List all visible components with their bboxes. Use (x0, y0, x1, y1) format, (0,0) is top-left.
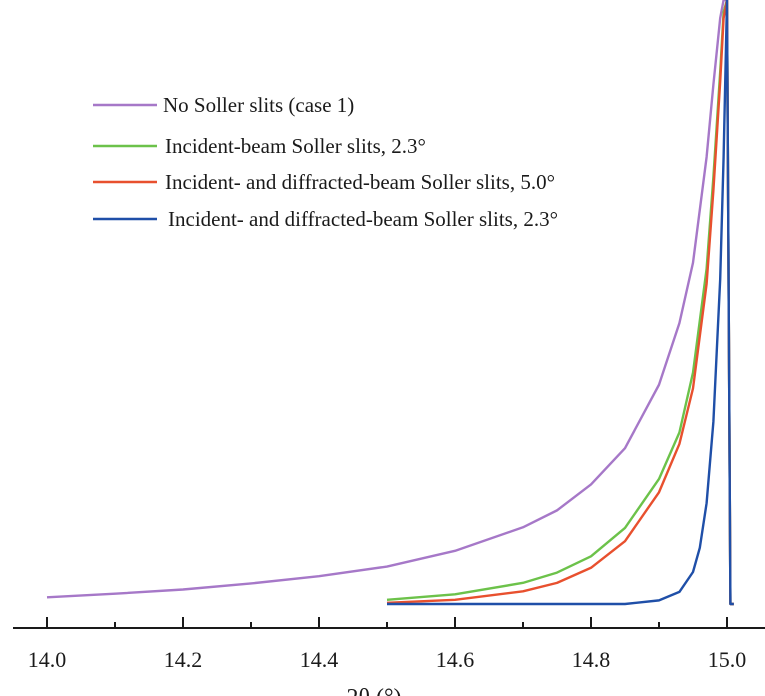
x-tick-label: 15.0 (708, 647, 747, 672)
x-tick-label: 14.8 (572, 647, 611, 672)
x-tick-label: 14.6 (436, 647, 475, 672)
x-tick-label: 14.2 (164, 647, 203, 672)
legend: No Soller slits (case 1) Incident-beam So… (93, 93, 558, 231)
series-line-3 (386, 0, 734, 606)
series-layer (46, 0, 734, 606)
legend-label-2: Incident-beam Soller slits, 2.3° (165, 134, 426, 158)
x-axis-ticks: 14.0 14.2 14.4 14.6 14.8 15.0 (28, 617, 747, 672)
legend-label-4: Incident- and diffracted-beam Soller sli… (168, 207, 558, 231)
x-tick-label: 14.0 (28, 647, 67, 672)
series-line-1 (46, 0, 734, 606)
legend-label-3: Incident- and diffracted-beam Soller sli… (165, 170, 555, 194)
series-line-2 (386, 0, 734, 606)
legend-label-1: No Soller slits (case 1) (163, 93, 354, 117)
x-axis-title: 2θ (°) (346, 685, 401, 696)
series-line-4 (387, 0, 734, 606)
x-tick-label: 14.4 (300, 647, 339, 672)
